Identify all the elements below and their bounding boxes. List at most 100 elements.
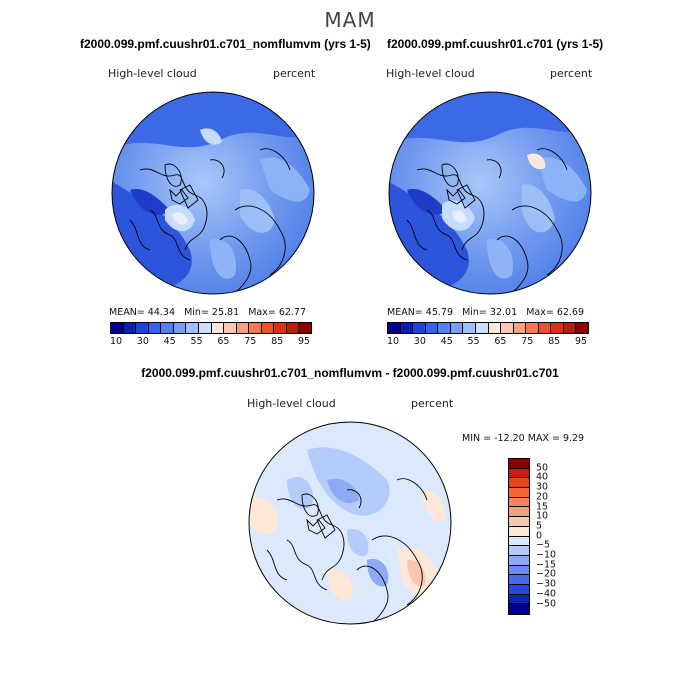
colorbar-tick-label: 0: [536, 530, 543, 542]
colorbar-segment: [148, 323, 162, 333]
right-units-label: percent: [550, 67, 593, 80]
left-min-label: Min=: [184, 307, 209, 318]
colorbar-tick-label: 85: [548, 336, 561, 347]
colorbar-tick-label: 40: [536, 471, 549, 483]
colorbar-segment: [286, 323, 300, 333]
colorbar-tick-label: 95: [297, 336, 311, 347]
colorbar-tick-label: 75: [521, 336, 534, 347]
colorbar-tick-label: −5: [536, 539, 551, 551]
colorbar-segment: [136, 323, 149, 333]
colorbar-tick-label: 15: [536, 501, 549, 512]
colorbar-segment: [509, 507, 529, 518]
colorbar-tick-label: 50: [536, 462, 549, 474]
colorbar-tick-label: 10: [109, 336, 123, 347]
right-colorbar: [387, 322, 589, 334]
left-mean-value: 44.34: [147, 307, 175, 318]
colorbar-segment: [551, 323, 564, 333]
colorbar-segment: [509, 459, 529, 469]
colorbar-segment: [111, 323, 124, 333]
colorbar-tick-label: 55: [190, 336, 203, 347]
colorbar-tick-label: 30: [136, 336, 149, 347]
diff-variable-label: High-level cloud: [247, 397, 336, 410]
right-polar-map: [388, 91, 592, 295]
right-max-value: 62.69: [556, 307, 585, 318]
colorbar-segment: [463, 323, 476, 333]
left-units-label: percent: [273, 67, 316, 80]
left-colorbar: [110, 322, 312, 334]
colorbar-segment: [509, 575, 529, 585]
colorbar-segment: [509, 478, 529, 489]
colorbar-segment: [186, 323, 199, 333]
colorbar-segment: [388, 323, 401, 333]
left-min-value: 25.81: [211, 307, 240, 318]
colorbar-segment: [509, 526, 529, 537]
colorbar-segment: [450, 323, 464, 333]
colorbar-segment: [299, 323, 311, 333]
left-mean-label: MEAN=: [109, 307, 145, 318]
colorbar-segment: [488, 323, 502, 333]
colorbar-tick-label: 75: [244, 336, 257, 347]
colorbar-segment: [261, 323, 275, 333]
colorbar-segment: [123, 323, 137, 333]
colorbar-segment: [538, 323, 552, 333]
right-min-label: Min=: [462, 307, 487, 318]
colorbar-segment: [425, 323, 439, 333]
diff-units-label: percent: [411, 397, 454, 410]
colorbar-segment: [400, 323, 414, 333]
colorbar-tick-label: 65: [217, 336, 230, 347]
right-min-value: 32.01: [489, 307, 518, 318]
colorbar-segment: [274, 323, 287, 333]
colorbar-segment: [509, 536, 529, 547]
colorbar-segment: [509, 584, 529, 595]
colorbar-segment: [509, 546, 529, 556]
colorbar-segment: [513, 323, 527, 333]
colorbar-segment: [563, 323, 577, 333]
colorbar-tick-label: −15: [536, 559, 557, 571]
colorbar-segment: [509, 468, 529, 479]
colorbar-segment: [475, 323, 489, 333]
diff-minmax: MIN = -12.20 MAX = 9.29: [462, 433, 585, 444]
right-variable-label: High-level cloud: [386, 67, 475, 80]
colorbar-segment: [509, 517, 529, 527]
colorbar-segment: [509, 594, 529, 605]
season-title: MAM: [324, 8, 376, 32]
colorbar-tick-label: 10: [536, 510, 549, 522]
colorbar-tick-label: 30: [536, 481, 549, 493]
colorbar-segment: [198, 323, 212, 333]
colorbar-segment: [509, 565, 529, 576]
colorbar-segment: [576, 323, 588, 333]
colorbar-segment: [211, 323, 225, 333]
diff-polar-map: [248, 421, 452, 625]
right-mean-value: 45.79: [425, 307, 453, 318]
colorbar-tick-label: 5: [536, 520, 543, 532]
colorbar-segment: [526, 323, 539, 333]
colorbar-segment: [224, 323, 237, 333]
diff-colorbar: [508, 458, 530, 615]
colorbar-tick-label: 30: [413, 336, 426, 347]
colorbar-segment: [509, 497, 529, 508]
colorbar-segment: [509, 488, 529, 498]
colorbar-tick-label: 85: [271, 336, 284, 347]
left-panel-title: f2000.099.pmf.cuushr01.c701_nomflumvm (y…: [80, 37, 371, 51]
colorbar-tick-label: 20: [536, 491, 549, 503]
colorbar-segment: [501, 323, 514, 333]
colorbar-segment: [509, 604, 529, 614]
colorbar-tick-label: −20: [536, 568, 557, 580]
right-stats: MEAN= 45.79 Min= 32.01 Max= 62.69: [387, 307, 584, 318]
colorbar-segment: [161, 323, 174, 333]
colorbar-tick-label: 95: [574, 336, 588, 347]
diff-panel-title: f2000.099.pmf.cuushr01.c701_nomflumvm - …: [141, 366, 559, 380]
left-polar-map: [111, 91, 315, 295]
colorbar-segment: [173, 323, 187, 333]
colorbar-tick-label: 10: [386, 336, 400, 347]
left-stats: MEAN= 44.34 Min= 25.81 Max= 62.77: [109, 307, 306, 318]
colorbar-tick-label: 55: [467, 336, 480, 347]
colorbar-tick-label: 65: [494, 336, 507, 347]
colorbar-tick-label: −40: [536, 588, 557, 600]
right-mean-label: MEAN=: [387, 307, 423, 318]
right-panel-title: f2000.099.pmf.cuushr01.c701 (yrs 1-5): [387, 37, 604, 51]
left-max-value: 62.77: [278, 307, 307, 318]
colorbar-tick-label: 45: [440, 336, 453, 347]
colorbar-segment: [413, 323, 426, 333]
colorbar-segment: [236, 323, 250, 333]
